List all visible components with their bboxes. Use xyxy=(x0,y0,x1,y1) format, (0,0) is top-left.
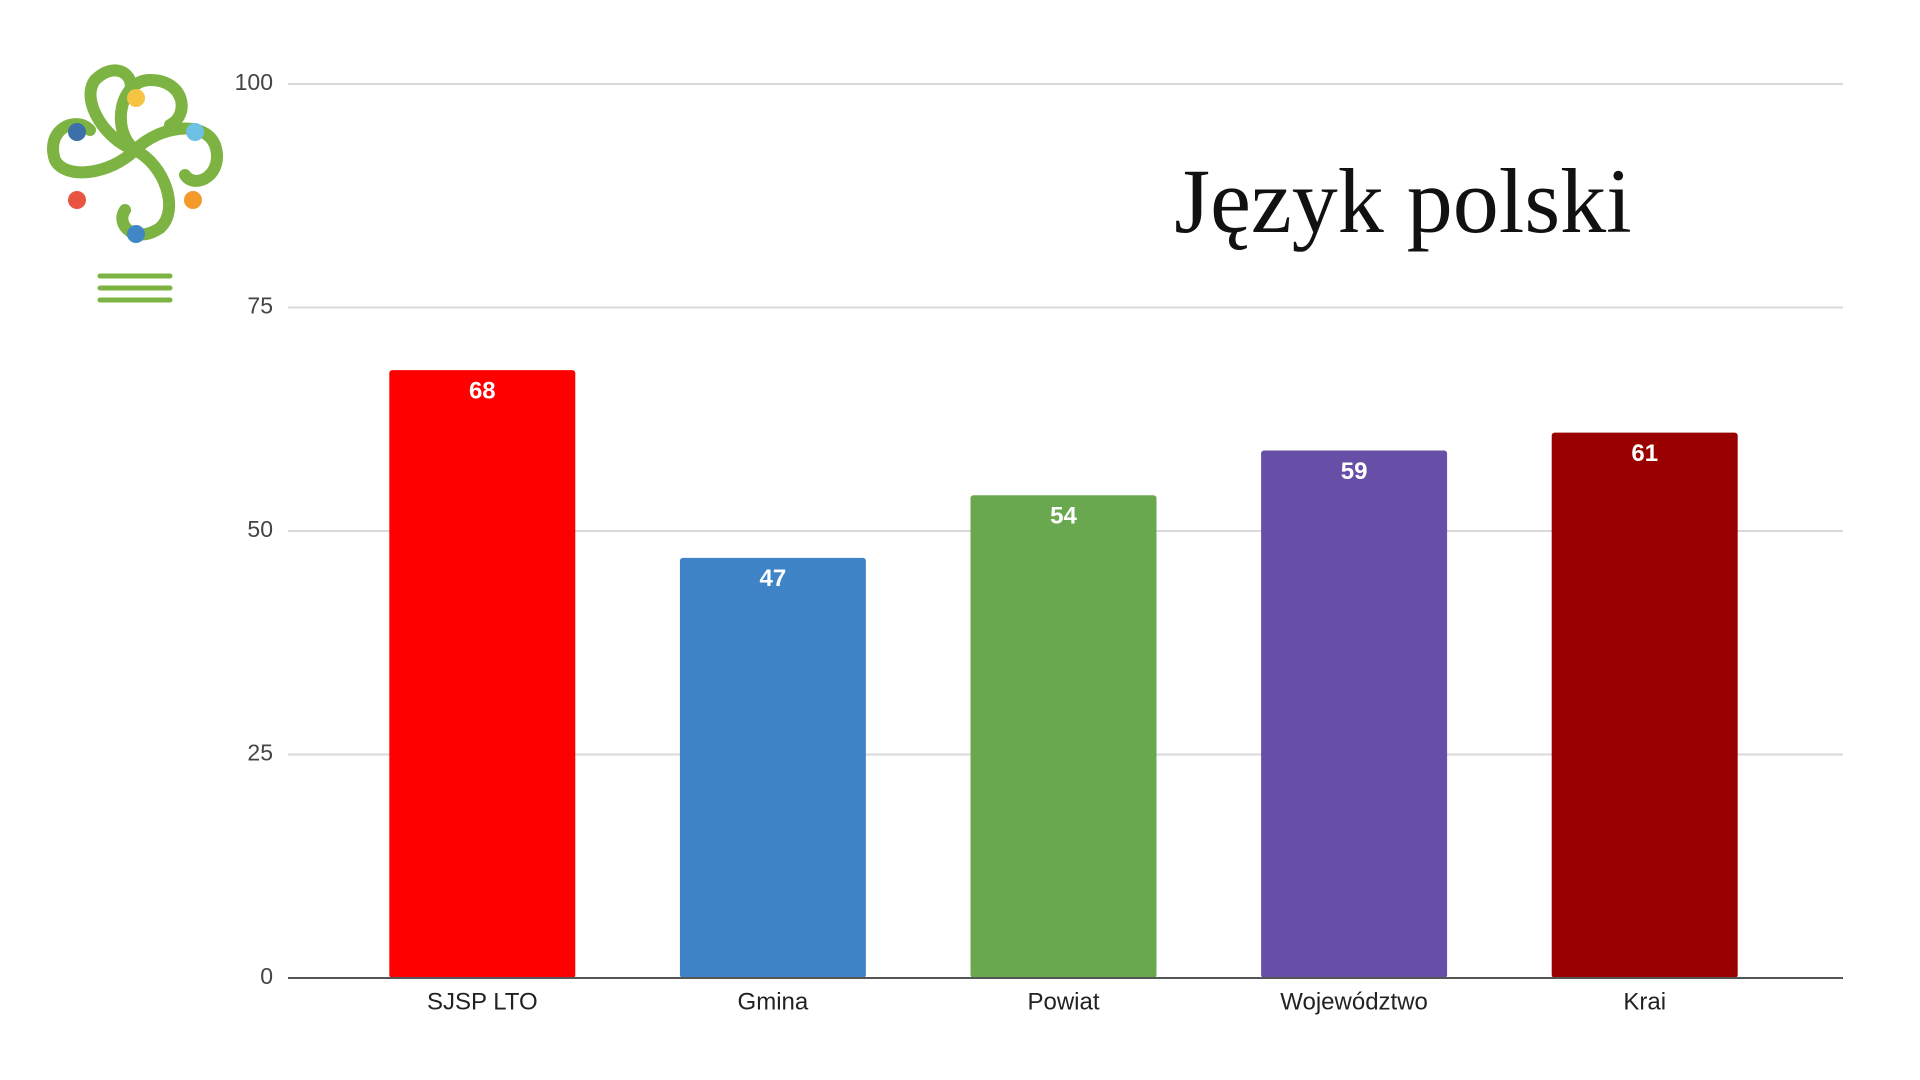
bar xyxy=(1551,432,1738,978)
data-label: 47 xyxy=(760,565,787,592)
y-tick-label: 0 xyxy=(260,963,273,989)
data-label: 68 xyxy=(469,377,496,404)
bar xyxy=(679,557,866,978)
x-tick-label: Powiat xyxy=(1027,988,1099,1015)
y-tick-label: 100 xyxy=(235,69,273,95)
y-tick-label: 25 xyxy=(247,740,273,766)
data-label: 59 xyxy=(1341,458,1368,485)
logo xyxy=(47,64,223,303)
y-tick-label: 75 xyxy=(247,293,273,319)
x-tick-label: Gmina xyxy=(738,988,809,1015)
data-label: 54 xyxy=(1050,503,1077,530)
x-tick-label: SJSP LTO xyxy=(427,988,538,1015)
x-tick-label: Krai xyxy=(1623,988,1666,1015)
x-tick-label: Województwo xyxy=(1280,988,1428,1015)
y-tick-label: 50 xyxy=(247,516,273,542)
data-label: 61 xyxy=(1631,440,1658,467)
bar xyxy=(970,495,1157,978)
chart-title: Język polski xyxy=(1174,150,1631,252)
bar xyxy=(1261,450,1448,978)
bar xyxy=(389,370,576,979)
